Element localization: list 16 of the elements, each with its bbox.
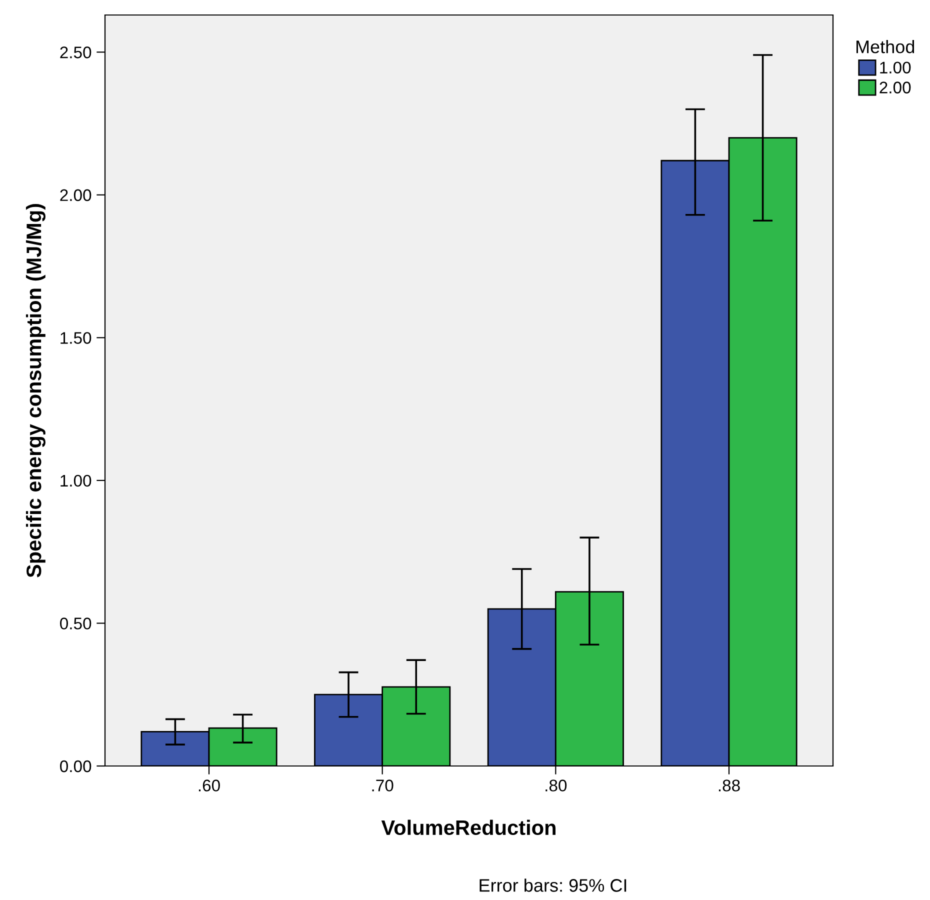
y-axis-title: Specific energy consumption (MJ/Mg): [26, 204, 46, 578]
y-tick-label: 0.50: [60, 618, 92, 630]
x-tick-label: .88: [718, 780, 740, 792]
y-tick-label: 0.00: [60, 760, 92, 772]
legend-label: 1.00: [880, 62, 911, 74]
y-tick-label: 1.50: [60, 332, 92, 344]
x-tick-label: .70: [372, 780, 394, 792]
legend-title: Method: [856, 40, 914, 54]
text: Error bars: 95% CI: [480, 878, 626, 892]
y-tick-label: 1.00: [60, 474, 92, 487]
x-tick-label: .80: [546, 780, 567, 792]
y-tick-label: 2.50: [60, 46, 92, 58]
x-axis-title: VolumeReduction: [381, 820, 556, 836]
x-tick-label: .60: [198, 780, 220, 792]
legend-label: 2.00: [880, 82, 911, 94]
y-tick-label: 2.00: [60, 189, 92, 202]
